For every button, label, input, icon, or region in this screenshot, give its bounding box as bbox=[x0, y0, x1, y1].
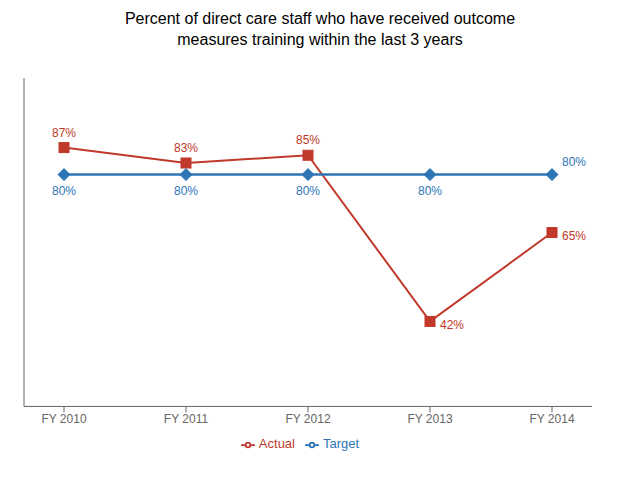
svg-text:83%: 83% bbox=[174, 141, 198, 155]
svg-text:80%: 80% bbox=[296, 184, 320, 198]
svg-text:80%: 80% bbox=[562, 155, 586, 169]
svg-text:80%: 80% bbox=[52, 184, 76, 198]
svg-text:80%: 80% bbox=[174, 184, 198, 198]
svg-text:80%: 80% bbox=[418, 184, 442, 198]
svg-text:FY 2011: FY 2011 bbox=[164, 412, 209, 426]
svg-text:85%: 85% bbox=[296, 133, 320, 147]
svg-text:FY 2014: FY 2014 bbox=[529, 412, 574, 426]
svg-text:42%: 42% bbox=[440, 318, 464, 332]
html-text:Actual: Actual bbox=[258, 436, 295, 452]
html-text:Percent of direct care staff w: Percent of direct care staff who have re… bbox=[124, 10, 516, 48]
svg-text:65%: 65% bbox=[562, 229, 586, 243]
svg-text:87%: 87% bbox=[52, 126, 76, 140]
svg-text:FY 2013: FY 2013 bbox=[407, 412, 452, 426]
svg-text:FY 2010: FY 2010 bbox=[41, 412, 86, 426]
svg-text:FY 2012: FY 2012 bbox=[285, 412, 330, 426]
html-text:Target: Target bbox=[323, 436, 360, 452]
